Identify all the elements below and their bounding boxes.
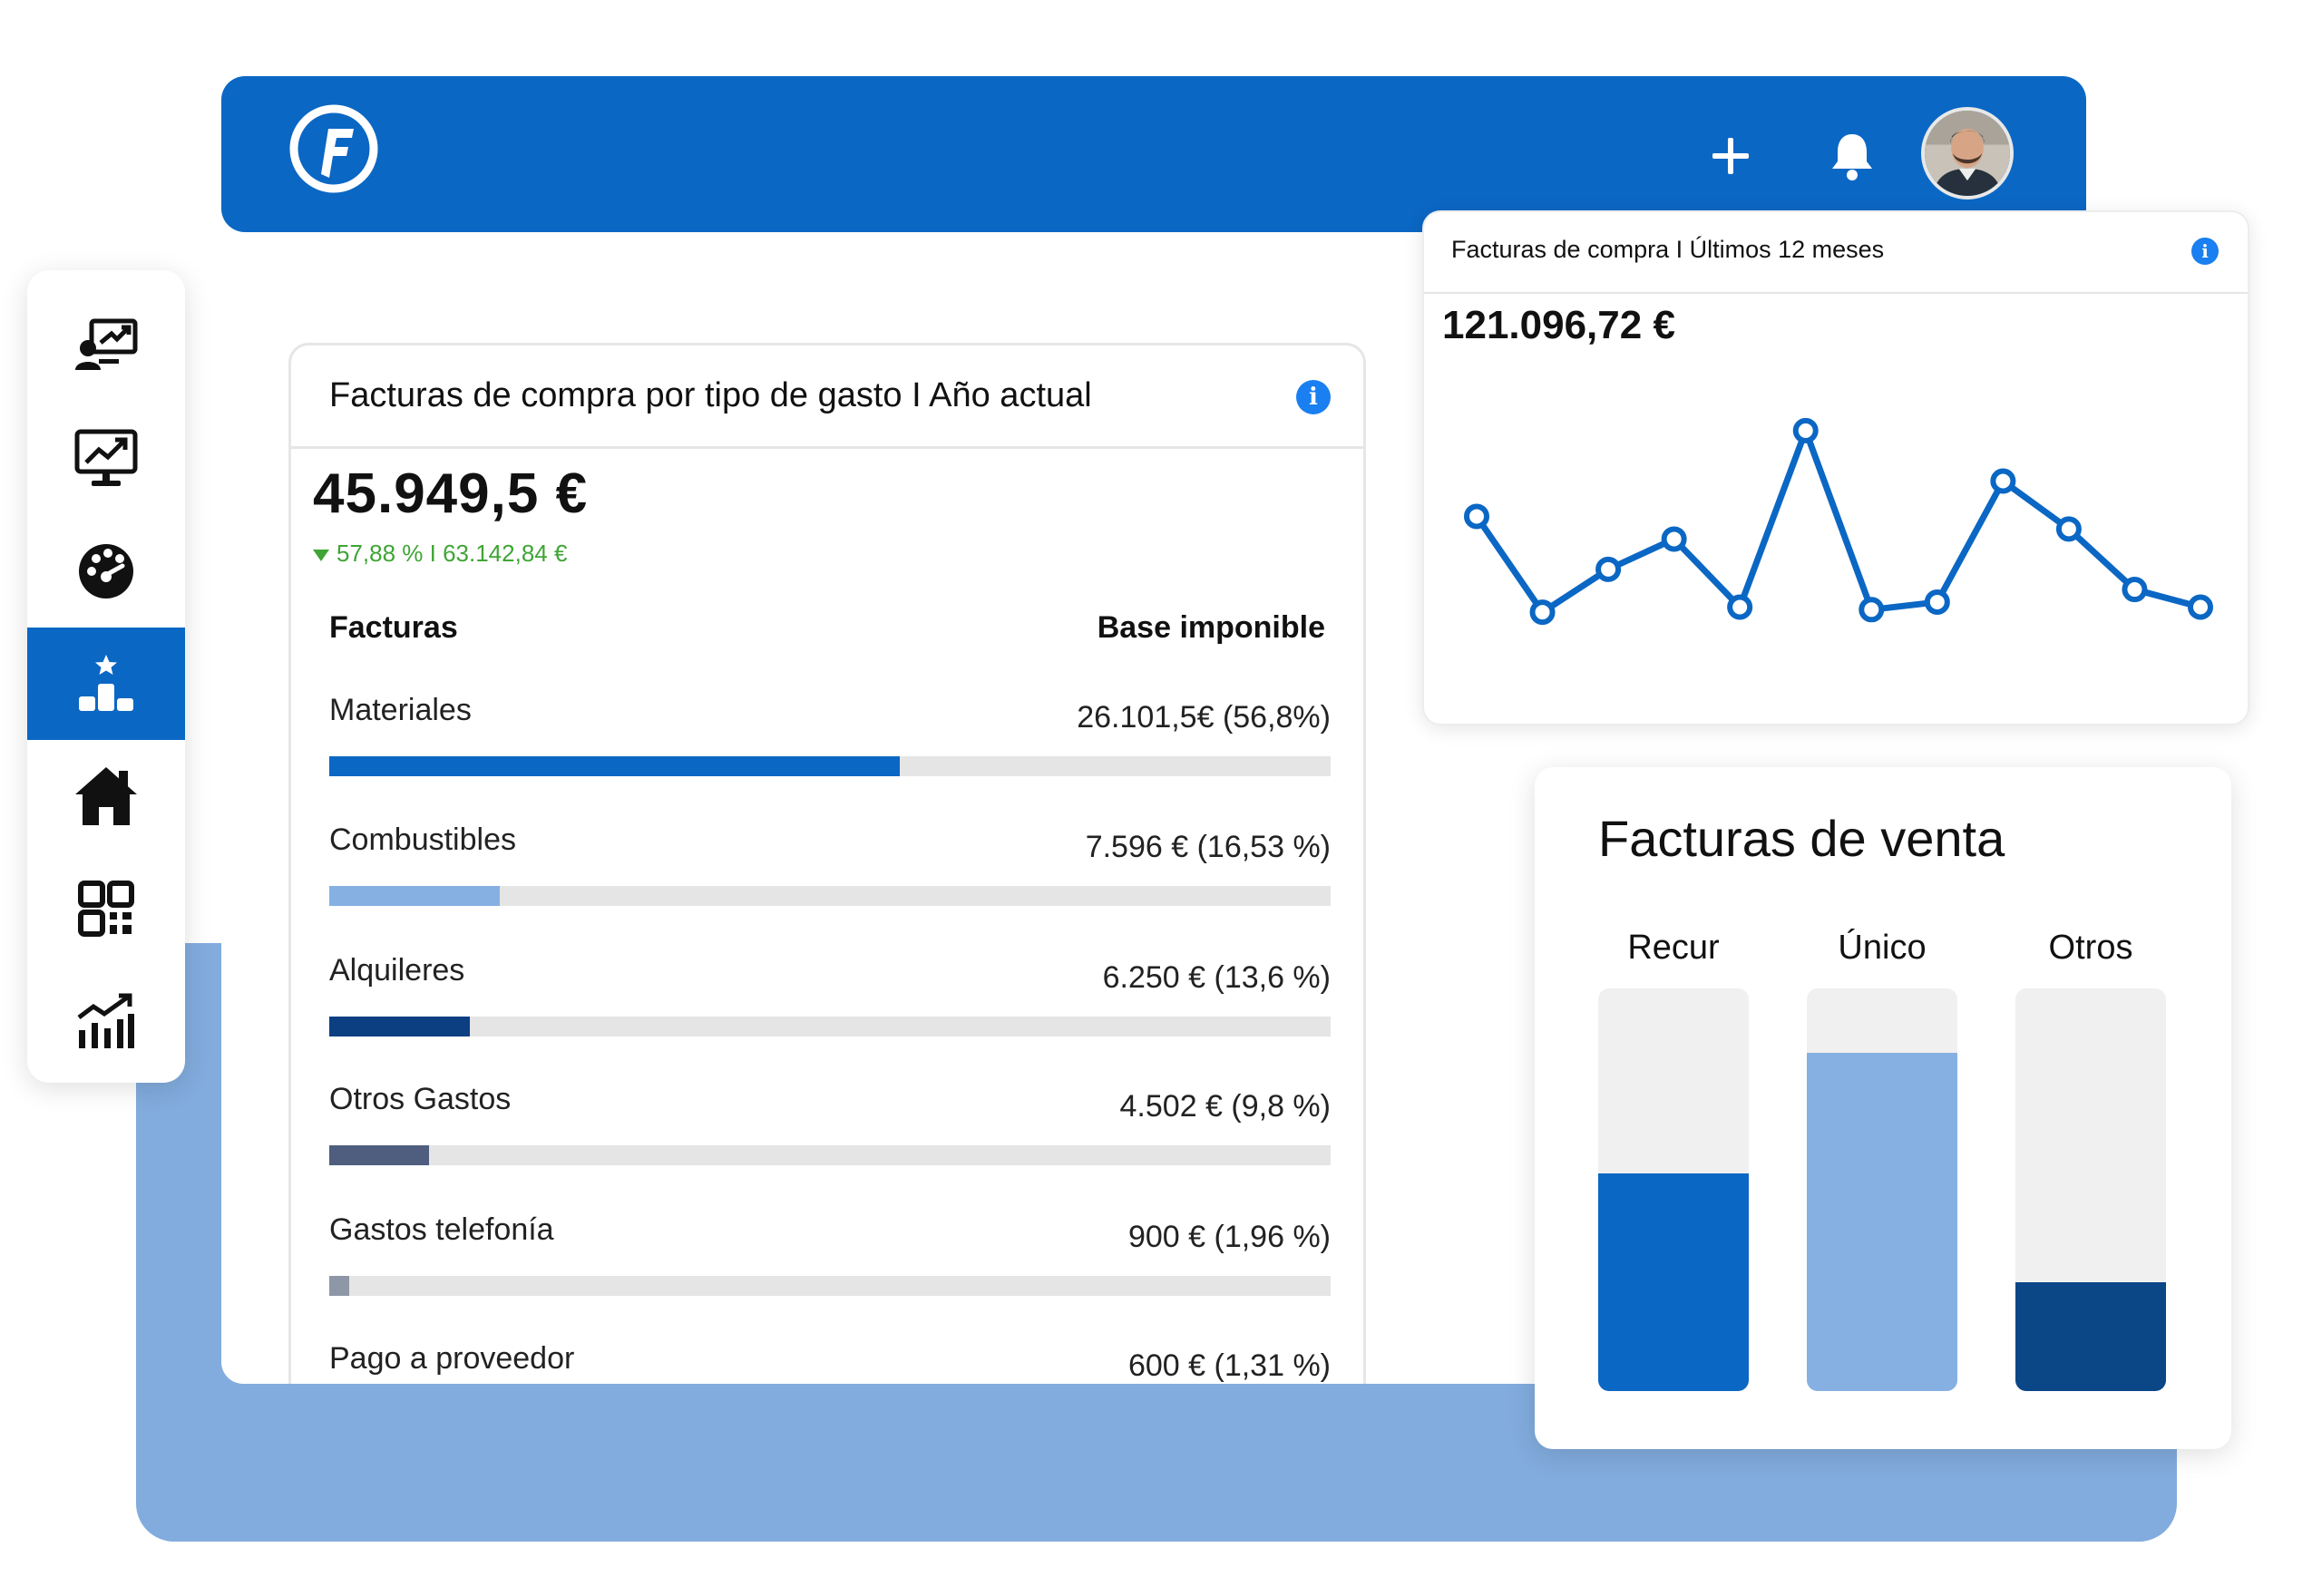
expense-row[interactable]: Materiales 26.101,5€ (56,8%) — [329, 693, 1331, 811]
data-point[interactable] — [1859, 597, 1885, 623]
column-track — [1807, 988, 1957, 1391]
progress-track — [329, 1145, 1331, 1165]
data-point[interactable] — [1529, 599, 1556, 626]
expense-row[interactable]: Pago a proveedor 600 € (1,31 %) — [329, 1341, 1331, 1384]
palette-dashboard-icon — [79, 544, 133, 598]
expense-row[interactable]: Combustibles 7.596 € (16,53 %) — [329, 822, 1331, 940]
sidebar-item-presentation[interactable] — [27, 290, 185, 403]
data-point[interactable] — [1792, 417, 1819, 443]
sales-invoices-card: Facturas de venta Recur Único Otros — [1535, 767, 2231, 1449]
progress-fill — [329, 1017, 470, 1036]
expense-row[interactable]: Otros Gastos 4.502 € (9,8 %) — [329, 1082, 1331, 1200]
expense-label: Gastos telefonía — [329, 1212, 554, 1247]
avatar[interactable] — [1921, 107, 2014, 200]
data-point[interactable] — [1924, 589, 1950, 615]
sidebar-item-home[interactable] — [27, 740, 185, 852]
home-icon — [75, 767, 137, 825]
down-triangle-icon — [313, 549, 329, 561]
bell-icon[interactable] — [1825, 127, 1879, 185]
sidebar-item-qr[interactable] — [27, 852, 185, 965]
progress-fill — [329, 756, 901, 776]
monitor-chart-icon — [74, 429, 138, 486]
progress-track — [329, 886, 1331, 906]
column-fill — [2015, 1282, 2166, 1391]
progress-track — [329, 756, 1331, 776]
progress-fill — [329, 1145, 430, 1165]
divider — [1424, 292, 2248, 294]
column-header-tax-base: Base imponible — [1097, 610, 1325, 645]
card-title: Facturas de compra por tipo de gasto I A… — [329, 376, 1092, 414]
expense-value: 900 € (1,96 %) — [1127, 1220, 1331, 1254]
expense-row[interactable]: Alquileres 6.250 € (13,6 %) — [329, 953, 1331, 1071]
purchase-invoices-chart-card: Facturas de compra I Últimos 12 meses i … — [1422, 210, 2249, 725]
sidebar-item-analytics[interactable] — [27, 965, 185, 1077]
app-logo[interactable] — [287, 102, 381, 196]
column-header-invoices: Facturas — [329, 610, 458, 645]
column-fill — [1598, 1173, 1749, 1391]
total-amount: 45.949,5 € — [313, 462, 589, 525]
podium-star-icon — [79, 655, 133, 711]
progress-fill — [329, 1276, 350, 1296]
sidebar-item-ranking[interactable] — [27, 628, 185, 740]
expense-value: 7.596 € (16,53 %) — [1085, 830, 1331, 864]
plus-icon[interactable] — [1703, 129, 1758, 183]
column-label: Único — [1838, 929, 1927, 967]
expense-value: 600 € (1,31 %) — [1127, 1348, 1331, 1383]
change-indicator: 57,88 % I 63.142,84 € — [313, 540, 567, 568]
card-title: Facturas de venta — [1598, 810, 2005, 867]
data-point[interactable] — [2188, 594, 2213, 620]
sidebar-item-monitor[interactable] — [27, 403, 185, 515]
presentation-user-icon — [75, 318, 138, 370]
sidebar — [27, 270, 185, 1083]
progress-track — [329, 1017, 1331, 1036]
data-point[interactable] — [1464, 503, 1489, 530]
card-header: Facturas de compra por tipo de gasto I A… — [291, 345, 1363, 449]
expenses-by-type-card: Facturas de compra por tipo de gasto I A… — [288, 343, 1366, 1384]
change-text: 57,88 % I 63.142,84 € — [337, 540, 568, 567]
data-point[interactable] — [1661, 526, 1687, 552]
top-header-bar — [221, 76, 2086, 232]
line-chart — [1464, 417, 2213, 626]
expense-label: Otros Gastos — [329, 1082, 512, 1116]
chart-title: Facturas de compra I Últimos 12 meses — [1451, 236, 1885, 263]
progress-fill — [329, 886, 500, 906]
column-track — [1598, 988, 1749, 1391]
data-point[interactable] — [1990, 468, 2016, 494]
column-label: Otros — [2048, 929, 2133, 967]
expense-label: Pago a proveedor — [329, 1341, 575, 1376]
expense-value: 26.101,5€ (56,8%) — [1077, 700, 1331, 735]
sidebar-item-dashboard[interactable] — [27, 515, 185, 628]
data-point[interactable] — [1595, 556, 1622, 582]
expense-row[interactable]: Gastos telefonía 900 € (1,96 %) — [329, 1212, 1331, 1330]
chart-total: 121.096,72 € — [1442, 303, 1675, 347]
expense-value: 4.502 € (9,8 %) — [1119, 1089, 1331, 1124]
column-track — [2015, 988, 2166, 1391]
data-point[interactable] — [2122, 577, 2148, 603]
series-line — [1474, 427, 2201, 616]
column-fill — [1807, 1053, 1957, 1391]
expense-label: Alquileres — [329, 953, 465, 988]
qr-code-icon — [78, 881, 134, 937]
expense-label: Combustibles — [329, 822, 516, 857]
analytics-chart-icon — [77, 993, 134, 1048]
expense-value: 6.250 € (13,6 %) — [1102, 960, 1331, 995]
info-icon[interactable]: i — [2191, 238, 2219, 265]
progress-track — [329, 1276, 1331, 1296]
data-point[interactable] — [2055, 516, 2082, 542]
expense-label: Materiales — [329, 693, 472, 727]
column-label: Recur — [1627, 929, 1720, 967]
info-icon[interactable]: i — [1296, 380, 1331, 414]
data-point[interactable] — [1727, 594, 1753, 620]
